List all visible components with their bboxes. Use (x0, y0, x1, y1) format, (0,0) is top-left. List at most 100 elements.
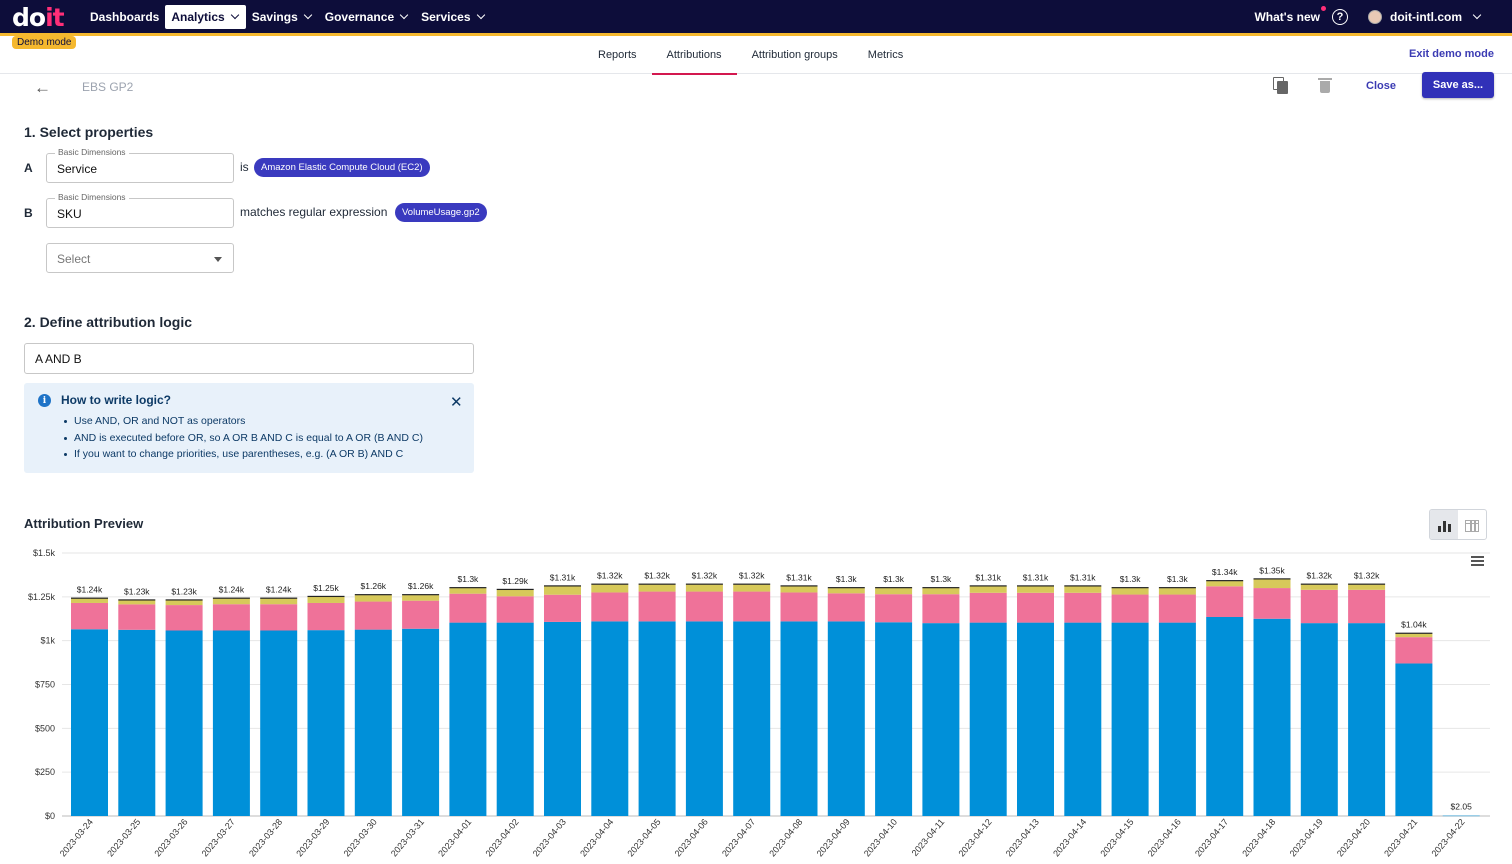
y-tick-label: $500 (35, 723, 55, 733)
bar-cap (449, 587, 487, 589)
info-icon: i (38, 394, 51, 407)
bar-segment (1300, 584, 1338, 590)
bar-total-label: $1.31k (1070, 572, 1096, 582)
bar-segment (1253, 588, 1291, 619)
logic-input[interactable]: A AND B (24, 343, 474, 374)
bar-total-label: $1.32k (1354, 571, 1380, 581)
x-tick-label: 2023-04-16 (1146, 817, 1183, 859)
whats-new-link[interactable]: What's new (1254, 5, 1326, 24)
dimension-field-b[interactable]: Basic Dimensions SKU (46, 192, 234, 228)
bar-total-label: $1.26k (361, 581, 387, 591)
table-view-icon[interactable] (1458, 510, 1486, 539)
value-chip-b[interactable]: VolumeUsage.gp2 (395, 203, 487, 222)
bar-total-label: $1.34k (1212, 567, 1238, 577)
bar-segment (591, 621, 629, 816)
add-dimension-select[interactable]: Select (46, 243, 234, 273)
bar-segment (1017, 586, 1054, 593)
bar-segment (1064, 586, 1102, 593)
bar-total-label: $1.31k (550, 572, 576, 582)
y-tick-label: $250 (35, 767, 55, 777)
bar-segment (780, 586, 818, 593)
x-tick-label: 2023-04-01 (436, 817, 473, 859)
bar-total-label: $1.3k (1120, 574, 1142, 584)
nav-services[interactable]: Services (415, 5, 491, 29)
exit-demo-link[interactable]: Exit demo mode (1409, 48, 1494, 60)
x-tick-label: 2023-04-10 (862, 817, 899, 859)
logic-help-box: i How to write logic? ✕ Use AND, OR and … (24, 383, 474, 473)
bar-segment (638, 584, 676, 592)
bar-segment (1017, 592, 1054, 623)
close-button[interactable]: Close (1366, 80, 1396, 92)
bar-segment (969, 622, 1007, 816)
copy-icon[interactable] (1273, 77, 1289, 94)
bar-total-label: $1.3k (458, 574, 480, 584)
bar-segment (1158, 594, 1196, 623)
bar-cap (591, 583, 629, 585)
account-menu[interactable]: doit-intl.com (1368, 9, 1482, 24)
save-as-button[interactable]: Save as... (1422, 72, 1494, 98)
bar-cap (1348, 583, 1386, 585)
x-tick-label: 2023-03-28 (247, 817, 284, 859)
bar-cap (780, 585, 818, 587)
bar-cap (260, 597, 298, 599)
bar-segment (496, 596, 534, 623)
bar-segment (638, 591, 676, 622)
operator-b: matches regular expression (240, 205, 388, 219)
x-tick-label: 2023-04-05 (625, 817, 662, 859)
bar-total-label: $1.23k (124, 586, 150, 596)
attribution-name[interactable]: EBS GP2 (82, 80, 134, 94)
bar-cap (1253, 578, 1291, 580)
dimension-field-a[interactable]: Basic Dimensions Service (46, 147, 234, 183)
bar-total-label: $1.3k (836, 574, 858, 584)
nav-dashboards[interactable]: Dashboards (90, 9, 160, 24)
bar-segment (875, 622, 913, 816)
bar-cap (922, 587, 960, 589)
view-toggle (1429, 509, 1487, 540)
bar-segment (402, 595, 440, 601)
x-tick-label: 2023-04-06 (673, 817, 710, 859)
tab-reports[interactable]: Reports (598, 49, 637, 61)
bar-cap (1064, 585, 1102, 587)
y-tick-label: $1.5k (33, 548, 56, 558)
operator-a: is (240, 160, 249, 174)
nav-analytics[interactable]: Analytics (165, 4, 246, 29)
bar-segment (685, 591, 723, 622)
bar-total-label: $1.32k (597, 571, 623, 581)
nav-governance[interactable]: Governance (319, 5, 415, 29)
x-tick-label: 2023-04-12 (956, 817, 993, 859)
chart-menu-icon[interactable] (1471, 556, 1484, 568)
bar-segment (591, 584, 629, 593)
back-arrow-icon[interactable]: ← (34, 78, 51, 97)
preview-title: Attribution Preview (24, 516, 144, 531)
bar-total-label: $1.32k (739, 571, 765, 581)
close-icon[interactable]: ✕ (450, 394, 463, 411)
bar-cap (165, 599, 203, 601)
bar-segment (544, 621, 581, 816)
bar-segment (402, 600, 440, 629)
bar-segment (969, 592, 1007, 623)
bar-total-label: $1.31k (975, 572, 1001, 582)
tab-metrics[interactable]: Metrics (867, 49, 904, 61)
bar-segment (449, 588, 487, 594)
bar-segment (685, 621, 723, 816)
bar-total-label: $1.35k (1259, 565, 1285, 575)
bar-segment (1111, 622, 1149, 816)
nav-savings[interactable]: Savings (246, 5, 319, 29)
bar-segment (1253, 618, 1291, 816)
delete-icon[interactable] (1318, 78, 1332, 93)
avatar (1368, 9, 1382, 24)
bar-segment (638, 621, 676, 816)
x-tick-label: 2023-04-03 (531, 817, 568, 859)
tab-attributions[interactable]: Attributions (651, 36, 737, 75)
bar-chart-icon[interactable] (1430, 510, 1458, 539)
doit-logo[interactable]: doit (12, 3, 65, 32)
bar-segment (780, 592, 818, 622)
value-chip-a[interactable]: Amazon Elastic Compute Cloud (EC2) (254, 158, 430, 177)
help-circle-icon[interactable]: ? (1332, 8, 1348, 25)
analytics-subtabs: Reports Attributions Attribution groups … (0, 36, 1512, 75)
x-tick-label: 2023-04-19 (1288, 817, 1325, 859)
tab-attribution-groups[interactable]: Attribution groups (751, 49, 838, 61)
bar-cap (1158, 587, 1196, 589)
list-item: Use AND, OR and NOT as operators (64, 415, 423, 432)
bar-segment (165, 605, 203, 631)
